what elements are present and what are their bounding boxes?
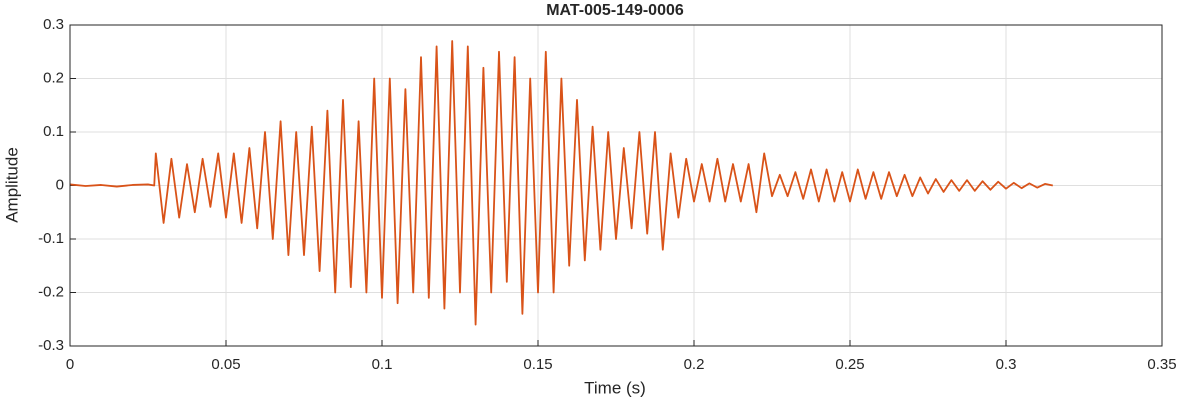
x-tick-label: 0.3 xyxy=(996,356,1017,373)
y-tick-label: 0 xyxy=(56,176,64,193)
x-tick-label: 0.15 xyxy=(523,356,552,373)
y-tick-label: -0.1 xyxy=(38,230,64,247)
y-axis-label: Amplitude xyxy=(2,147,21,223)
y-tick-label: 0.2 xyxy=(43,69,64,86)
y-tick-label: -0.3 xyxy=(38,337,64,354)
x-tick-label: 0.35 xyxy=(1147,356,1176,373)
x-tick-label: 0.05 xyxy=(211,356,240,373)
x-tick-label: 0 xyxy=(66,356,74,373)
y-tick-label: 0.3 xyxy=(43,16,64,33)
x-tick-label: 0.2 xyxy=(684,356,705,373)
x-tick-label: 0.25 xyxy=(835,356,864,373)
x-tick-label: 0.1 xyxy=(372,356,393,373)
waveform-line xyxy=(69,40,1053,326)
y-tick-label: 0.1 xyxy=(43,123,64,140)
chart-title: MAT-005-149-0006 xyxy=(546,2,684,19)
y-tick-label: -0.2 xyxy=(38,283,64,300)
x-axis-label: Time (s) xyxy=(584,378,646,397)
plot-border xyxy=(69,24,1163,347)
